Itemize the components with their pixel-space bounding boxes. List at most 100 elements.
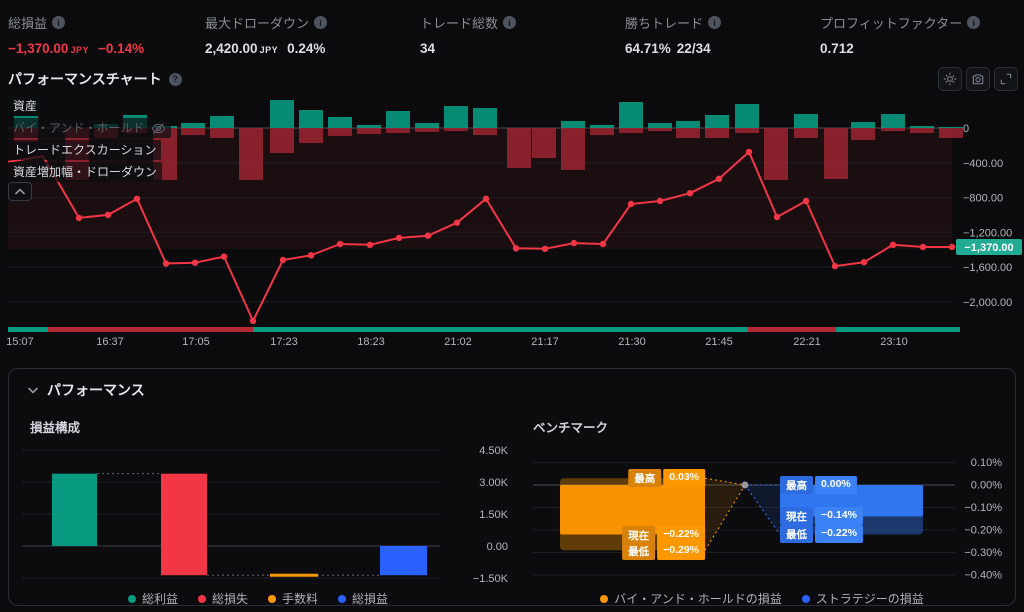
waterfall-bar [380,546,427,576]
collapse-legend-button[interactable] [8,182,32,201]
svg-text:−0.20%: −0.20% [964,525,1002,537]
svg-text:17:05: 17:05 [182,336,210,348]
eye-off-icon [151,122,165,135]
svg-text:0.10%: 0.10% [971,457,1002,469]
legend-dot-icon [338,594,347,603]
legend-dot-icon [127,594,136,603]
legend-item[interactable]: 総利益 [127,590,178,607]
gear-icon [943,72,957,86]
svg-text:−0.40%: −0.40% [964,570,1002,582]
stat-net-profit: 総損益 i −1,370.00 JPY −0.14% [8,13,144,56]
benchmark-chart: 0.10% 0.00% −0.10% −0.20% −0.30% −0.40% [533,457,1002,582]
performance-panel-header[interactable]: パフォーマンス [28,380,145,400]
benchmark-legend: バイ・アンド・ホールドの損益 ストラテジーの損益 [512,590,1012,607]
legend-item[interactable]: ストラテジーの損益 [801,590,924,607]
benchmark-marker: 現在 −0.22% [622,526,705,544]
info-icon[interactable]: i [967,16,981,29]
svg-text:1.50K: 1.50K [479,509,508,521]
svg-text:−800.00: −800.00 [963,193,1003,205]
svg-text:0.00: 0.00 [487,541,508,553]
camera-icon [972,74,984,85]
svg-text:18:23: 18:23 [357,336,385,348]
info-icon[interactable]: i [503,16,517,29]
svg-text:4.50K: 4.50K [479,445,508,457]
chart-legend-item-1[interactable]: バイ・アンド・ホールド [8,118,171,138]
info-icon[interactable]: i [708,16,722,29]
svg-text:−1,600.00: −1,600.00 [963,262,1012,274]
legend-item[interactable]: 総損益 [338,590,388,607]
stat-value: −1,370.00 JPY −0.14% [8,41,145,56]
info-icon[interactable]: i [314,16,328,29]
win-loss-strip [748,327,836,332]
svg-text:−1,370.00: −1,370.00 [964,242,1013,254]
pnl-composition-chart: 4.50K 3.00K 1.50K 0.00 −1.50K [22,445,509,585]
svg-text:0: 0 [963,123,969,135]
stat-value: 34 [420,41,436,56]
svg-text:21:02: 21:02 [444,336,472,348]
help-icon[interactable]: ? [168,72,182,86]
stat-label: トレード総数 i [420,13,517,32]
win-loss-strip [836,327,960,332]
stat-label: 勝ちトレード i [625,13,722,32]
stat-total-trades: トレード総数 i 34 [420,13,517,56]
legend-dot-icon [600,594,609,603]
chevron-up-icon [15,188,25,195]
stat-value: 2,420.00 JPY 0.24% [205,41,326,56]
legend-dot-icon [197,594,206,603]
benchmark-marker: 最高 0.03% [628,469,705,487]
stat-value: 64.71% 22/34 [625,41,711,56]
svg-text:16:37: 16:37 [96,336,124,348]
pnl-composition-title: 損益構成 [30,421,81,435]
legend-item[interactable]: バイ・アンド・ホールドの損益 [600,590,782,607]
waterfall-bar [52,473,97,546]
svg-text:21:17: 21:17 [531,336,559,348]
chevron-down-icon [28,387,38,394]
chart-legend-overlay: 資産 バイ・アンド・ホールド トレードエクスカーション 資産増加幅・ドローダウン [8,96,171,184]
svg-text:−0.30%: −0.30% [964,547,1002,559]
waterfall-bar [270,573,318,577]
svg-text:22:21: 22:21 [793,336,821,348]
chart-legend-item-0[interactable]: 資産 [8,96,43,116]
current-value-label [956,239,1022,256]
benchmark-marker: 最高 0.00% [780,476,857,494]
svg-text:−1.50K: −1.50K [473,573,509,585]
benchmark-marker: 最低 −0.22% [780,525,863,543]
legend-item[interactable]: 手数料 [268,590,318,607]
win-loss-strip [253,327,748,332]
svg-text:17:23: 17:23 [270,336,298,348]
legend-dot-icon [801,594,810,603]
performance-chart-title: パフォーマンスチャート [8,71,162,87]
stat-winning-trades: 勝ちトレード i 64.71% 22/34 [625,13,722,56]
chart-legend-item-3[interactable]: 資産増加幅・ドローダウン [8,162,163,182]
benchmark-marker: 最低 −0.29% [622,542,705,560]
benchmark-origin-dot [741,481,749,489]
svg-text:15:07: 15:07 [6,336,34,348]
panel-title: パフォーマンス [47,382,145,398]
stat-label: 最大ドローダウン i [205,13,328,32]
stat-profit-factor: プロフィットファクター i 0.712 [820,13,981,56]
legend-item[interactable]: 総損失 [197,590,248,607]
svg-text:21:45: 21:45 [705,336,733,348]
stat-max-drawdown: 最大ドローダウン i 2,420.00 JPY 0.24% [205,13,328,56]
stat-label: プロフィットファクター i [820,13,981,32]
screenshot-button[interactable] [966,67,990,91]
info-icon[interactable]: i [52,16,66,29]
fullscreen-icon [1000,73,1012,85]
chart-legend-item-2[interactable]: トレードエクスカーション [8,140,162,160]
win-loss-strip [8,327,48,332]
benchmark-marker: 現在 −0.14% [780,507,863,525]
legend-dot-icon [268,594,276,603]
settings-button[interactable] [938,67,962,91]
fullscreen-button[interactable] [994,67,1018,91]
waterfall-bar [161,473,207,576]
svg-text:3.00K: 3.00K [479,477,508,489]
svg-text:0.00%: 0.00% [971,480,1002,492]
svg-text:23:10: 23:10 [880,336,908,348]
waterfall-legend: 総利益 総損失 手数料 総損益 [8,590,508,607]
stat-label: 総損益 i [8,13,144,32]
benchmark-title: ベンチマーク [533,421,609,435]
svg-text:−2,000.00: −2,000.00 [963,297,1012,309]
stat-value: 0.712 [820,41,854,56]
